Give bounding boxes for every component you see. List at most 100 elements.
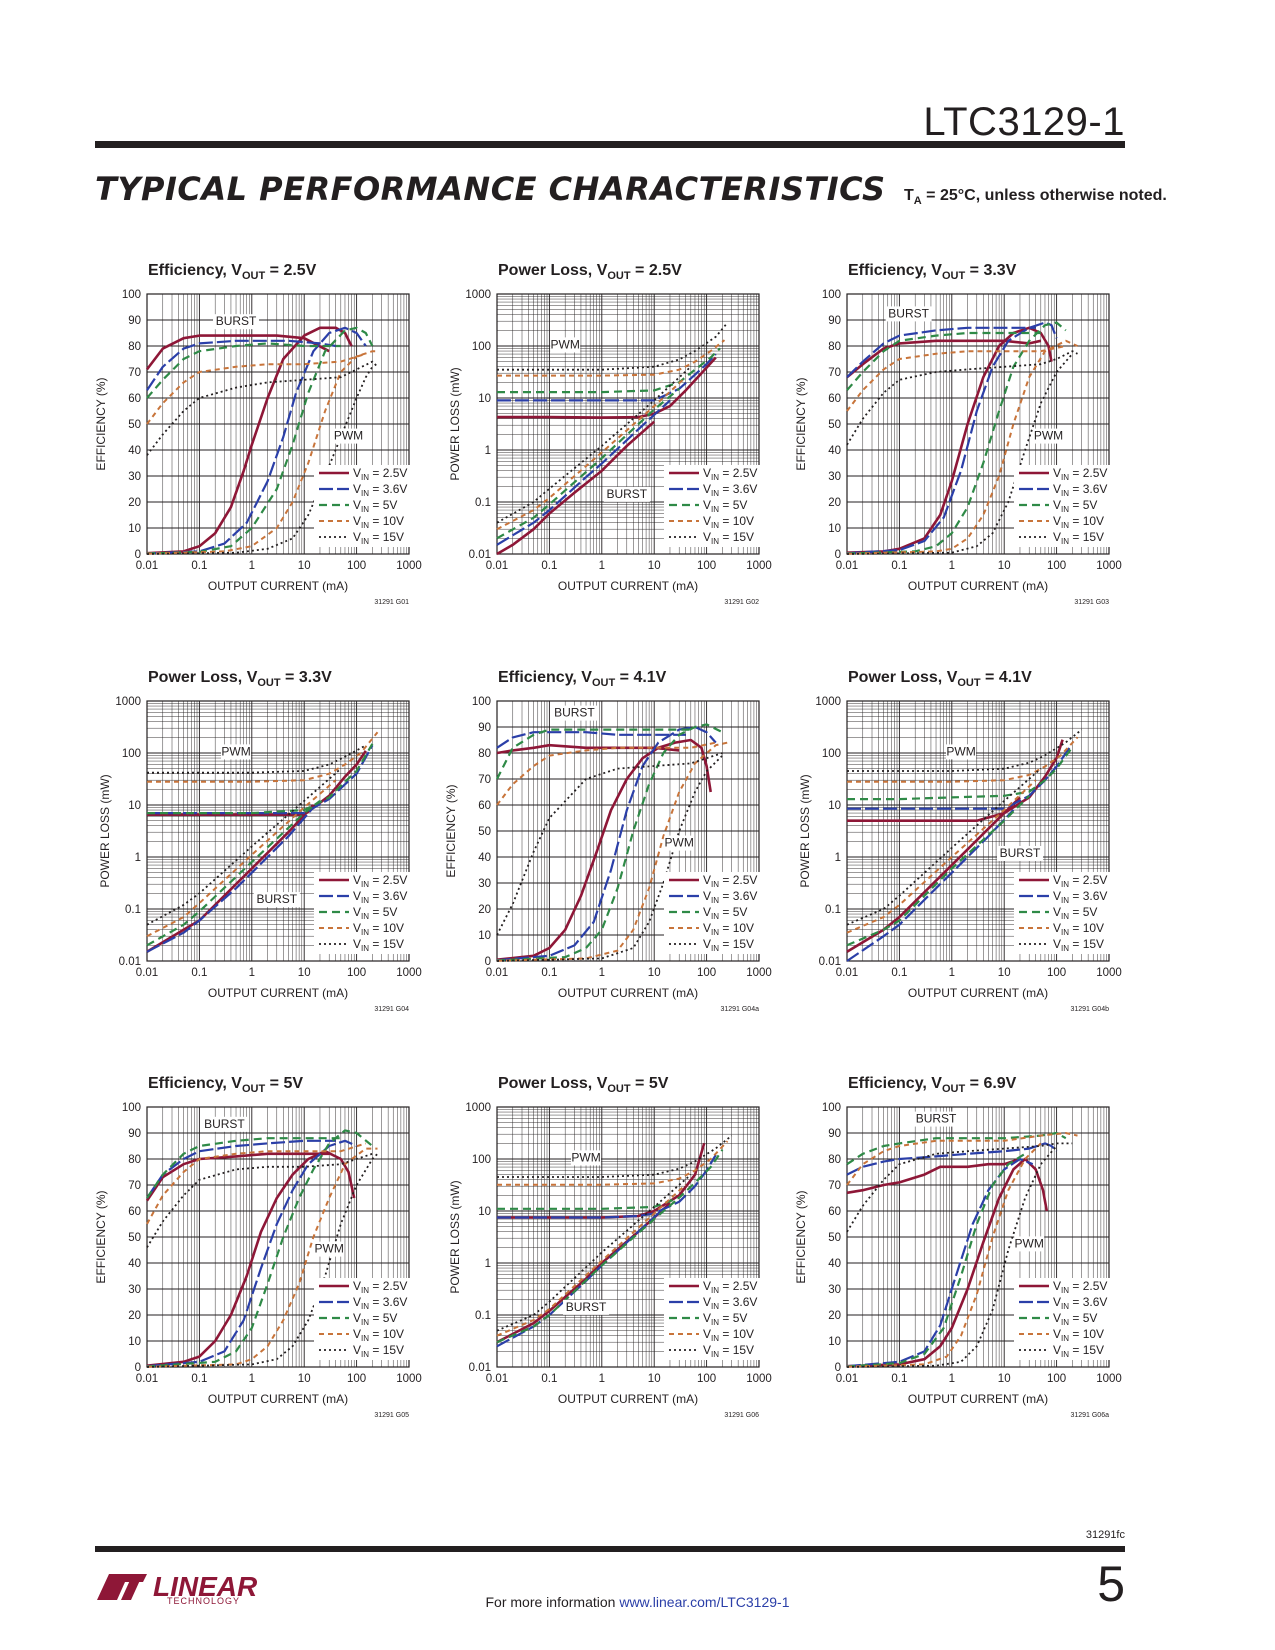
legend-bg — [314, 872, 410, 954]
annotation-bg — [253, 892, 300, 908]
annotation-label: PWM — [1015, 1236, 1044, 1250]
series-line-pwm — [847, 746, 1074, 801]
figure-code: 31291 G04a — [720, 1006, 759, 1013]
y-tick-label: 0.01 — [819, 956, 841, 968]
y-tick-label: 1000 — [465, 289, 491, 301]
x-tick-label: 100 — [697, 560, 716, 572]
series-group — [846, 321, 1078, 555]
series-line-burst — [496, 741, 717, 806]
x-tick-label: 100 — [1047, 560, 1066, 572]
y-tick-label: 100 — [122, 1102, 141, 1114]
x-tick-label: 100 — [1047, 967, 1066, 979]
y-tick-label: 10 — [128, 523, 141, 535]
series-group — [496, 723, 728, 962]
x-tick-label: 10 — [298, 967, 311, 979]
x-tick-label: 0.01 — [486, 1373, 508, 1385]
annotation-bg — [563, 1299, 610, 1315]
datasheet-link[interactable]: www.linear.com/LTC3129-1 — [619, 1594, 790, 1610]
series-line-pwm — [497, 1134, 733, 1178]
series-line-pwm — [146, 326, 367, 555]
series-line-burst — [846, 1131, 1067, 1166]
series-line-burst — [846, 1132, 1078, 1186]
annotation-bg — [571, 1150, 602, 1166]
annotation-bg — [314, 1241, 345, 1257]
series-line-pwm — [146, 326, 353, 555]
series-line-pwm — [847, 728, 1083, 772]
y-tick-label: 50 — [128, 1232, 141, 1244]
y-tick-label: 40 — [128, 1258, 141, 1270]
series-line-burst — [146, 1137, 341, 1199]
series-line-pwm — [496, 738, 712, 961]
legend-bg — [1014, 872, 1110, 954]
x-axis-label: OUTPUT CURRENT (mA) — [558, 1392, 698, 1406]
series-line-burst — [146, 1139, 336, 1199]
legend-bg — [1014, 1278, 1110, 1360]
series-line-burst — [145, 334, 330, 371]
chart-efficiency-vout-3-3v: Efficiency, VOUT = 3.3V 0.01 0.1 1 10 100 1000… — [790, 255, 1135, 625]
legend-entry: VIN = 5V — [1053, 498, 1097, 514]
legend-entry: VIN = 5V — [703, 498, 747, 514]
x-tick-label: 0.01 — [836, 967, 858, 979]
y-tick-label: 1 — [485, 445, 491, 457]
legend-entry: VIN = 5V — [1053, 1311, 1097, 1327]
figure-code: 31291 G06 — [724, 1412, 759, 1419]
series-line-burst — [496, 1183, 687, 1337]
y-tick-label: 10 — [128, 800, 141, 812]
legend-entry: VIN = 5V — [353, 1311, 397, 1327]
series-line-pwm — [846, 1142, 1042, 1368]
series-line-pwm — [146, 1149, 356, 1367]
legend-entry: VIN = 10V — [1053, 514, 1104, 530]
x-tick-label: 100 — [1047, 1373, 1066, 1385]
y-tick-label: 20 — [828, 1310, 841, 1322]
y-tick-label: 30 — [128, 1284, 141, 1296]
chart-title: Efficiency, VOUT = 3.3V — [848, 262, 1017, 282]
series-line-burst — [846, 795, 1030, 947]
series-line-pwm — [496, 725, 717, 962]
chart-power-loss-vout-4-1v: Power Loss, VOUT = 4.1V 0.01 0.1 1 10 100 1000… — [790, 662, 1135, 1032]
y-axis-label: EFFICIENCY (%) — [94, 1190, 108, 1283]
y-tick-label: 100 — [822, 289, 841, 301]
annotation-bg — [333, 428, 364, 444]
x-tick-label: 0.1 — [541, 560, 557, 572]
page-number: 5 — [1097, 1556, 1125, 1612]
y-tick-label: 60 — [128, 1206, 141, 1218]
series-line-pwm — [846, 1157, 1049, 1368]
x-tick-label: 100 — [697, 967, 716, 979]
y-tick-label: 0.01 — [469, 1362, 491, 1374]
x-tick-label: 10 — [648, 1373, 661, 1385]
series-line-pwm — [847, 746, 1071, 810]
x-tick-label: 0.1 — [891, 967, 907, 979]
legend-entry: VIN = 15V — [703, 530, 754, 546]
series-line-burst — [146, 352, 367, 425]
annotation-label: PWM — [665, 836, 694, 850]
annotation-label: PWM — [946, 744, 975, 758]
chart-title: Power Loss, VOUT = 5V — [498, 1075, 669, 1095]
legend-entry: VIN = 10V — [1053, 921, 1104, 937]
y-axis-label: POWER LOSS (mW) — [798, 774, 812, 887]
chart-title: Efficiency, VOUT = 6.9V — [848, 1075, 1017, 1095]
chart-power-loss-vout-3-3v: Power Loss, VOUT = 3.3V 0.01 0.1 1 10 100 1000… — [90, 662, 435, 1032]
y-tick-label: 30 — [828, 471, 841, 483]
x-axis-label: OUTPUT CURRENT (mA) — [208, 579, 348, 593]
y-tick-label: 0 — [135, 1362, 141, 1374]
logo-sub: TECHNOLOGY — [167, 1596, 240, 1606]
annotation-label: PWM — [221, 744, 250, 758]
annotation-label: PWM — [334, 429, 363, 443]
y-tick-label: 0 — [835, 1362, 841, 1374]
plot-frame — [496, 1106, 760, 1368]
series-line-pwm — [146, 326, 374, 555]
plot-frame — [496, 700, 760, 962]
series-group — [146, 731, 379, 953]
x-tick-label: 1000 — [1096, 1373, 1122, 1385]
annotation-bg — [551, 705, 598, 721]
annotation-bg — [946, 744, 977, 760]
plot-frame — [846, 1106, 1110, 1368]
series-line-pwm — [846, 1145, 1058, 1368]
y-axis-label: EFFICIENCY (%) — [794, 1190, 808, 1283]
annotation-label: PWM — [315, 1242, 344, 1256]
y-tick-label: 1000 — [815, 696, 841, 708]
series-line-burst — [146, 804, 315, 953]
y-axis-label: EFFICIENCY (%) — [444, 784, 458, 877]
legend-entry: VIN = 5V — [353, 498, 397, 514]
annotation-label: BURST — [606, 487, 647, 501]
